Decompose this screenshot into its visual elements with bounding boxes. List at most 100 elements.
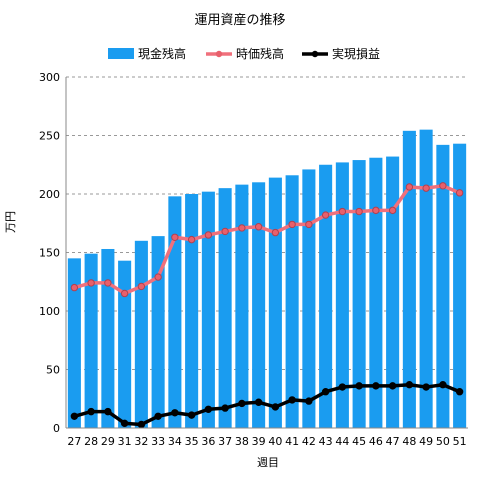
line-market-value-point [405,183,414,191]
bars [67,129,467,429]
bar-cash-balance [252,182,266,428]
line-market-value-point [372,206,380,215]
line-market-value-point [171,233,179,241]
x-tick-label: 46 [369,435,383,448]
y-tick-label: 250 [39,130,60,143]
bar-cash-balance [302,169,316,428]
bar-cash-balance [436,144,450,429]
bar-cash-balance [235,184,249,428]
line-market-value-point [221,227,229,236]
bar-cash-balance [84,253,98,428]
x-tick-label: 51 [453,435,467,448]
line-realized-pnl-point [120,419,129,428]
line-market-value-point [187,235,196,244]
line-realized-pnl-point [87,407,95,416]
legend-label: 実現損益 [332,46,380,61]
line-realized-pnl-point [288,396,296,404]
bar-cash-balance [101,248,115,428]
x-tick-label: 41 [285,435,299,448]
x-tick-label: 28 [84,435,98,448]
line-market-value-point [70,283,79,292]
bar-cash-balance [134,240,148,428]
x-tick-label: 36 [201,435,215,448]
line-realized-pnl-point [238,399,246,408]
line-market-value-point [104,279,112,287]
line-market-value-point [305,220,313,229]
line-realized-pnl-point [355,382,363,390]
bar-cash-balance [201,191,215,428]
x-axis-label: 週目 [257,456,279,469]
line-market-value-point [439,182,447,190]
x-tick-label: 38 [235,435,249,448]
line-realized-pnl-point [388,382,397,390]
line-realized-pnl-point [70,412,79,420]
bar-cash-balance [386,156,400,428]
bar-cash-balance [67,258,81,428]
axes: 0 50 100 150 200 250 300 27 28 29 31 32 33 34 35 36 37 38… [39,71,468,448]
line-realized-pnl-point [254,398,263,406]
line-realized-pnl [73,382,461,427]
x-tick-label: 49 [419,435,433,448]
line-market-value-point [154,273,162,281]
line-market-value-point [388,206,397,215]
y-tick-label: 150 [39,247,60,260]
x-tick-label: 32 [134,435,148,448]
x-tick-label: 29 [101,435,115,448]
line-market-value [73,184,461,296]
y-tick-label: 100 [39,305,60,318]
bar-cash-balance [369,157,383,429]
bar-cash-balance [151,236,165,428]
line-realized-pnl-point [154,412,162,420]
bar-cash-balance [319,164,333,428]
legend-label: 現金残高 [138,46,186,61]
line-realized-pnl-point [405,381,414,389]
x-tick-label: 48 [402,435,416,448]
line-market-value-point [120,289,129,298]
x-tick-label: 33 [151,435,165,448]
legend-label: 時価残高 [236,46,284,61]
line-realized-pnl-point [187,411,196,419]
line-realized-pnl-point [271,403,280,411]
x-tick-label: 27 [67,435,81,448]
line-realized-pnl-point [204,405,213,413]
x-tick-label: 47 [386,435,400,448]
bar-cash-balance [402,130,416,428]
legend: 現金残高 時価残高 実現損益 [108,46,380,61]
y-tick-label: 0 [53,422,60,435]
x-tick-label: 37 [218,435,232,448]
line-realized-pnl-point [104,407,112,416]
line-realized-pnl-point [171,409,179,417]
line-market-value-point [355,207,363,216]
x-tick-label: 31 [118,435,132,448]
line-market-value-point [87,279,95,287]
x-tick-label: 45 [352,435,366,448]
legend-swatch-cash-balance [108,48,134,59]
line-realized-pnl-point [338,383,347,391]
x-tick-label: 50 [436,435,450,448]
line-market-value-point [204,231,213,239]
x-tick-label: 44 [335,435,349,448]
y-axis-label: 万円 [4,211,17,233]
line-market-value-point [238,224,246,232]
line-market-value-point [254,223,263,231]
bar-cash-balance [352,160,366,428]
x-tick-label: 39 [252,435,266,448]
y-tick-label: 200 [39,188,60,201]
lines [70,182,464,429]
line-market-value-point [321,211,330,219]
line-realized-pnl-point [422,383,430,391]
chart-title: 運用資産の推移 [194,12,285,28]
bar-cash-balance [453,143,467,428]
x-tick-label: 40 [268,435,282,448]
bar-cash-balance [185,194,199,428]
x-tick-label: 42 [302,435,316,448]
bar-cash-balance [285,175,299,428]
line-realized-pnl-point [455,388,464,396]
bar-cash-balance [268,177,282,428]
legend-swatch-market-value-marker [215,50,223,58]
x-tick-label: 43 [319,435,333,448]
bar-cash-balance [118,260,132,428]
line-realized-pnl-point [137,420,146,429]
line-market-value-point [455,189,464,197]
